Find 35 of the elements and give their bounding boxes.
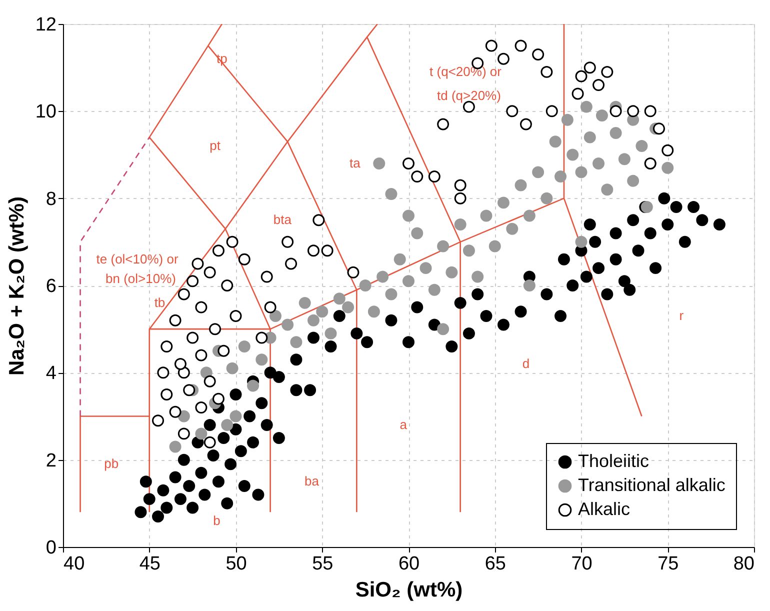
annotation: r [679, 308, 684, 324]
y-tick-label: 4 [46, 363, 57, 384]
annotation: bta [273, 212, 292, 228]
y-axis-title: Na₂O + K₂O (wt%) [5, 196, 28, 376]
x-tick-label: 80 [733, 554, 754, 574]
annotation: td (q>20%) [436, 88, 501, 103]
y-tick-label: 12 [35, 14, 56, 36]
legend-label: Tholeiitic [578, 451, 650, 471]
y-tick-label: 2 [46, 450, 56, 472]
x-axis-title: SiO₂ (wt%) [355, 578, 463, 602]
x-tick-label: 45 [139, 554, 160, 574]
annotation: pb [104, 456, 119, 472]
x-tick-label: 50 [226, 554, 247, 574]
annotation: te (ol<10%) or [96, 251, 179, 266]
annotation: b [213, 512, 220, 528]
y-tick-label: 6 [46, 276, 56, 297]
annotation: ba [304, 474, 320, 489]
annotation: tb [154, 294, 166, 310]
x-tick-label: 55 [312, 554, 334, 574]
x-tick-label: 65 [484, 554, 506, 574]
y-tick-label: 8 [46, 188, 56, 210]
annotation: bn (ol>10%) [106, 270, 176, 286]
x-tick-label: 60 [398, 554, 420, 574]
annotation: ta [350, 155, 362, 170]
x-tick-label: 40 [64, 554, 85, 574]
legend-label: Alkalic [578, 499, 630, 519]
y-tick-label: 10 [35, 102, 56, 123]
x-tick-label: 70 [571, 554, 592, 574]
x-tick-label: 75 [658, 554, 679, 574]
y-tick-label: 0 [46, 538, 56, 558]
legend-label: Transitional alkalic [578, 475, 726, 495]
annotation: a [400, 416, 408, 432]
annotation: t (q<20%) or [430, 64, 502, 79]
annotation: pt [210, 138, 221, 154]
annotation: d [522, 356, 530, 371]
